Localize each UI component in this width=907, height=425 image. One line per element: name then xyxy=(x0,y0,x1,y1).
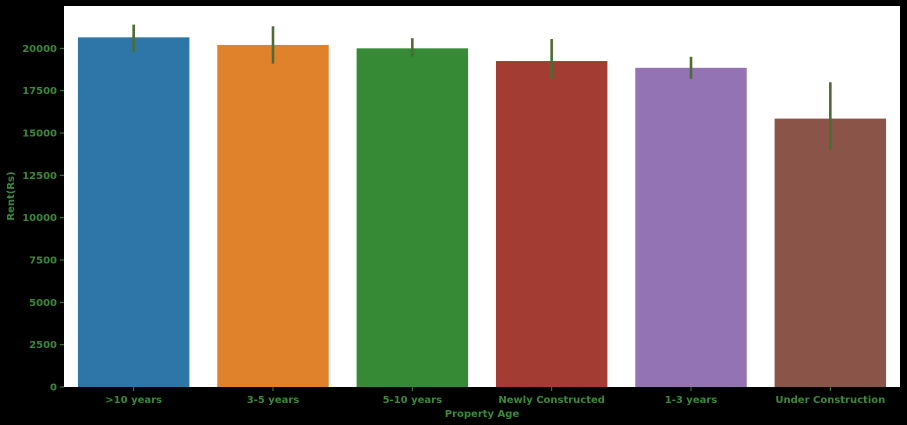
y-tick-label: 17500 xyxy=(22,86,57,97)
bar-1-3-years xyxy=(635,67,747,387)
error-bars-group xyxy=(132,24,832,150)
x-tick-label: >10 years xyxy=(105,395,162,406)
bar-5-10-years xyxy=(356,48,469,387)
y-tick-label: 20000 xyxy=(22,44,57,55)
x-axis: >10 years 3-5 years 5-10 years Newly Constr… xyxy=(105,387,885,406)
bar-3-5-years xyxy=(217,44,329,388)
y-tick-label: 15000 xyxy=(22,129,57,140)
y-tick-label: 2500 xyxy=(29,340,57,351)
bar-newly-constructed xyxy=(495,61,608,388)
y-tick-label: 5000 xyxy=(29,298,57,309)
bar-under-construction xyxy=(774,118,887,388)
plot-area xyxy=(64,6,900,387)
y-tick-label: 7500 xyxy=(29,256,57,267)
bars-group xyxy=(77,37,887,388)
bar-10-years xyxy=(77,37,190,388)
y-axis-label: Rent(Rs) xyxy=(6,171,17,220)
x-tick-label: 3-5 years xyxy=(247,395,300,406)
y-tick-label: 0 xyxy=(50,383,57,394)
x-tick-label: 1-3 years xyxy=(665,395,718,406)
x-axis-label: Property Age xyxy=(445,409,520,420)
x-tick-label: 5-10 years xyxy=(383,395,442,406)
y-tick-label: 12500 xyxy=(22,171,57,182)
x-tick-label: Under Construction xyxy=(775,395,885,406)
y-tick-label: 10000 xyxy=(22,213,57,224)
x-tick-label: Newly Constructed xyxy=(498,395,605,406)
y-axis: 0 2500 5000 7500 10000 12500 15000 17500 20000 xyxy=(22,44,64,394)
